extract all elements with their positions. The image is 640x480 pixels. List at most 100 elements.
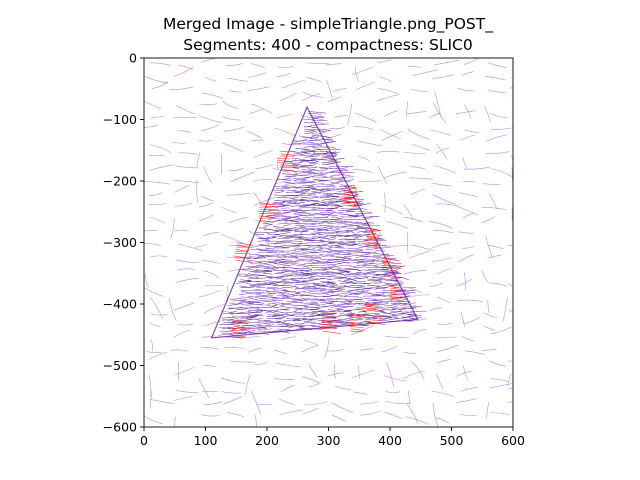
- triangle-stroke: [308, 160, 320, 163]
- background-stroke: [280, 92, 297, 101]
- triangle-stroke: [301, 246, 312, 249]
- background-stroke: [460, 311, 466, 328]
- highlight-segment: [387, 285, 408, 305]
- triangle-stroke: [320, 159, 338, 161]
- triangle-stroke: [236, 318, 252, 321]
- triangle-stroke: [263, 261, 277, 264]
- triangle-stroke: [301, 321, 317, 324]
- triangle-stroke: [300, 313, 314, 315]
- triangle-stroke: [362, 291, 371, 294]
- triangle-stroke: [276, 295, 289, 297]
- triangle-stroke: [328, 303, 347, 306]
- triangle-stroke: [345, 248, 364, 251]
- triangle-stroke: [272, 316, 285, 318]
- triangle-stroke: [256, 294, 273, 296]
- background-stroke: [230, 171, 254, 183]
- background-stroke: [247, 347, 261, 353]
- triangle-stroke: [255, 289, 270, 292]
- triangle-stroke: [295, 256, 313, 258]
- triangle-stroke: [294, 214, 308, 217]
- background-stroke: [462, 317, 480, 324]
- triangle-stroke: [281, 325, 293, 327]
- triangle-stroke: [327, 230, 342, 234]
- triangle-stroke: [292, 268, 304, 270]
- triangle-stroke: [336, 189, 350, 192]
- triangle-stroke: [319, 151, 337, 155]
- background-stroke: [410, 244, 434, 252]
- highlight-stroke: [233, 255, 251, 259]
- highlight-stroke: [365, 242, 380, 246]
- triangle-stroke: [310, 220, 329, 223]
- background-stroke: [488, 244, 504, 250]
- triangle-stroke: [311, 122, 325, 124]
- background-stroke: [456, 278, 472, 287]
- triangle-stroke: [291, 324, 305, 327]
- triangle-stroke: [222, 313, 233, 315]
- axes: 0 100 200 300 400 500 600 0 −100 −200 −300 −400 −500…: [103, 51, 525, 449]
- triangle-stroke: [264, 282, 278, 285]
- triangle-stroke: [231, 320, 246, 324]
- y-tick-label: −100: [103, 112, 137, 127]
- triangle-stroke: [246, 257, 263, 260]
- background-stroke: [273, 168, 291, 174]
- triangle-stroke: [300, 187, 316, 191]
- triangle-stroke: [367, 241, 378, 243]
- background-stroke: [175, 389, 199, 393]
- triangle-stroke: [345, 299, 363, 301]
- highlight-stroke: [235, 249, 249, 252]
- background-stroke: [247, 86, 270, 92]
- triangle-stroke: [367, 317, 378, 320]
- triangle-stroke: [240, 296, 254, 299]
- triangle-stroke: [292, 233, 303, 236]
- triangle-stroke: [364, 293, 383, 297]
- background-stroke: [174, 202, 193, 207]
- triangle-stroke: [258, 282, 275, 286]
- triangle-stroke: [275, 254, 286, 256]
- triangle-stroke: [300, 197, 314, 199]
- background-stroke: [308, 382, 322, 388]
- triangle-stroke: [349, 265, 360, 267]
- triangle-stroke: [265, 206, 280, 209]
- triangle-stroke: [335, 244, 348, 246]
- triangle-stroke: [292, 212, 311, 215]
- background-stroke: [176, 165, 198, 169]
- triangle-stroke: [330, 158, 345, 160]
- background-stroke: [381, 345, 398, 353]
- triangle-stroke: [304, 239, 316, 242]
- background-stroke: [280, 384, 295, 393]
- highlight-stroke: [261, 203, 278, 206]
- highlight-stroke: [280, 164, 299, 166]
- triangle-stroke: [335, 324, 347, 326]
- triangle-stroke: [379, 317, 398, 319]
- background-stroke: [274, 349, 288, 355]
- triangle-stroke: [282, 179, 292, 182]
- triangle-stroke: [326, 259, 339, 262]
- triangle-stroke: [335, 256, 348, 260]
- triangle-stroke: [320, 167, 330, 170]
- triangle-stroke: [281, 302, 292, 305]
- triangle-stroke: [338, 270, 349, 272]
- background-stroke: [333, 88, 347, 92]
- triangle-stroke: [274, 218, 292, 222]
- triangle-stroke: [236, 307, 249, 310]
- triangle-stroke: [353, 296, 363, 299]
- triangle-stroke: [358, 269, 372, 272]
- triangle-stroke: [293, 236, 302, 239]
- triangle-stroke: [290, 298, 301, 301]
- triangle-stroke: [381, 308, 397, 311]
- triangle-stroke: [274, 215, 283, 218]
- triangle-stroke-field: [210, 105, 427, 339]
- triangle-stroke: [327, 322, 346, 324]
- background-stroke: [220, 153, 223, 175]
- background-stroke: [508, 310, 513, 313]
- triangle-stroke: [293, 226, 306, 229]
- highlight-stroke: [280, 153, 294, 156]
- triangle-stroke: [272, 281, 290, 284]
- background-stroke: [303, 339, 319, 346]
- background-stroke: [222, 100, 239, 109]
- background-stroke: [149, 217, 165, 224]
- triangle-stroke: [277, 222, 288, 225]
- background-stroke: [308, 364, 318, 378]
- triangle-stroke: [317, 283, 331, 286]
- triangle-stroke: [301, 209, 317, 212]
